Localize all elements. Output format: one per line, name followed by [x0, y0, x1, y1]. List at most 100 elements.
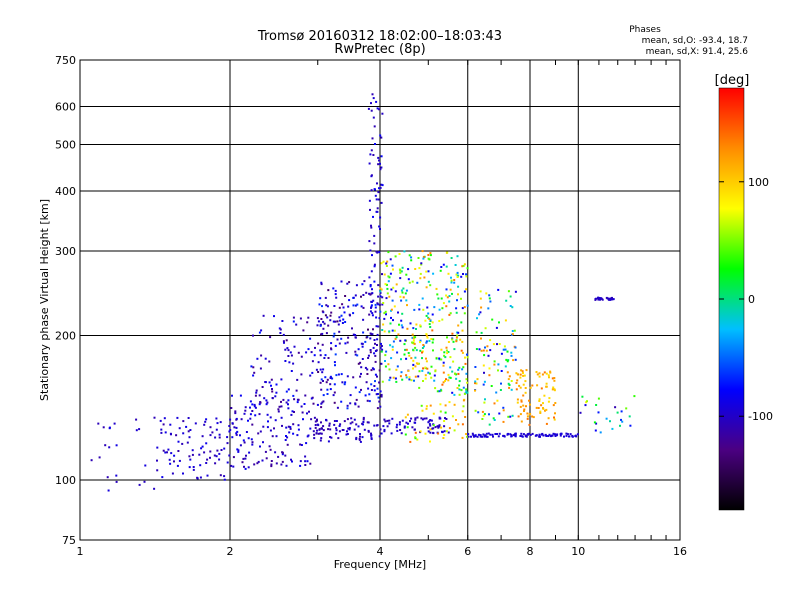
data-point [355, 398, 358, 401]
data-point [472, 434, 475, 437]
data-point [441, 430, 443, 433]
data-point [404, 433, 407, 436]
data-point [378, 159, 380, 162]
data-point [547, 417, 550, 420]
data-point [357, 405, 360, 408]
data-point [255, 389, 258, 392]
data-point [320, 421, 322, 424]
data-point [463, 263, 466, 266]
data-point [438, 308, 441, 311]
data-point [467, 433, 470, 436]
data-point [427, 426, 430, 429]
data-point [481, 410, 484, 413]
data-point [338, 430, 341, 433]
data-point [511, 333, 514, 336]
data-point [322, 368, 325, 371]
data-point [370, 174, 373, 177]
data-point [280, 405, 283, 408]
data-point [367, 354, 370, 357]
data-point [259, 367, 262, 370]
data-point [434, 387, 437, 390]
data-point [320, 283, 323, 286]
data-point [343, 311, 346, 314]
data-point [223, 475, 226, 478]
data-point [375, 250, 378, 253]
data-point [374, 360, 377, 363]
data-point [523, 374, 526, 377]
data-point [284, 454, 287, 457]
colorbar-tick-label: 0 [748, 293, 755, 306]
data-point [363, 280, 366, 283]
data-point [371, 312, 374, 315]
data-point [396, 365, 399, 368]
data-point [504, 365, 507, 368]
data-point [450, 279, 453, 282]
data-point [504, 319, 507, 322]
data-point [512, 434, 515, 437]
data-point [523, 408, 526, 411]
data-point [551, 377, 554, 380]
data-point [465, 372, 468, 375]
data-point [287, 349, 290, 352]
data-point [369, 337, 372, 340]
data-point [349, 394, 352, 397]
x-tick-label: 2 [227, 545, 234, 558]
data-point [594, 429, 597, 432]
data-point [394, 290, 397, 293]
data-point [399, 339, 402, 342]
data-point [182, 472, 184, 475]
data-point [231, 436, 234, 439]
data-point [305, 442, 308, 445]
data-point [399, 277, 402, 280]
data-point [410, 379, 413, 382]
data-point [521, 435, 524, 438]
data-point [401, 419, 404, 422]
data-point [547, 400, 550, 403]
data-point [164, 451, 167, 454]
data-point [248, 451, 251, 454]
data-point [361, 345, 364, 348]
data-point [284, 360, 287, 362]
data-point [408, 354, 411, 357]
data-point [379, 290, 382, 293]
data-point [334, 353, 337, 356]
data-point [543, 394, 546, 397]
data-point [390, 308, 393, 311]
data-point [304, 460, 307, 463]
data-point [285, 390, 288, 393]
data-point [285, 339, 288, 342]
data-point [392, 268, 394, 271]
data-point [579, 411, 582, 414]
data-point [352, 312, 355, 315]
data-point [281, 451, 284, 454]
data-point [434, 426, 437, 429]
data-point [461, 307, 464, 310]
data-point [336, 406, 339, 409]
data-point [313, 416, 316, 419]
data-point [509, 415, 512, 418]
data-point [405, 357, 408, 360]
data-point [378, 369, 381, 372]
data-point [430, 376, 433, 379]
data-point [360, 388, 362, 391]
data-point [447, 379, 450, 382]
data-point [516, 398, 519, 401]
data-point [619, 424, 621, 427]
data-point [401, 378, 404, 381]
data-point [461, 351, 464, 354]
data-point [423, 276, 426, 279]
data-point [388, 295, 391, 298]
data-point [460, 389, 463, 392]
data-point [408, 376, 411, 379]
data-point [507, 359, 510, 362]
data-point [393, 329, 396, 332]
data-point [376, 302, 379, 305]
data-point [247, 419, 249, 422]
data-point [273, 427, 275, 430]
data-point [316, 418, 318, 421]
data-point [339, 423, 342, 426]
data-point [565, 432, 568, 435]
data-point [349, 422, 352, 425]
data-point [598, 297, 601, 299]
